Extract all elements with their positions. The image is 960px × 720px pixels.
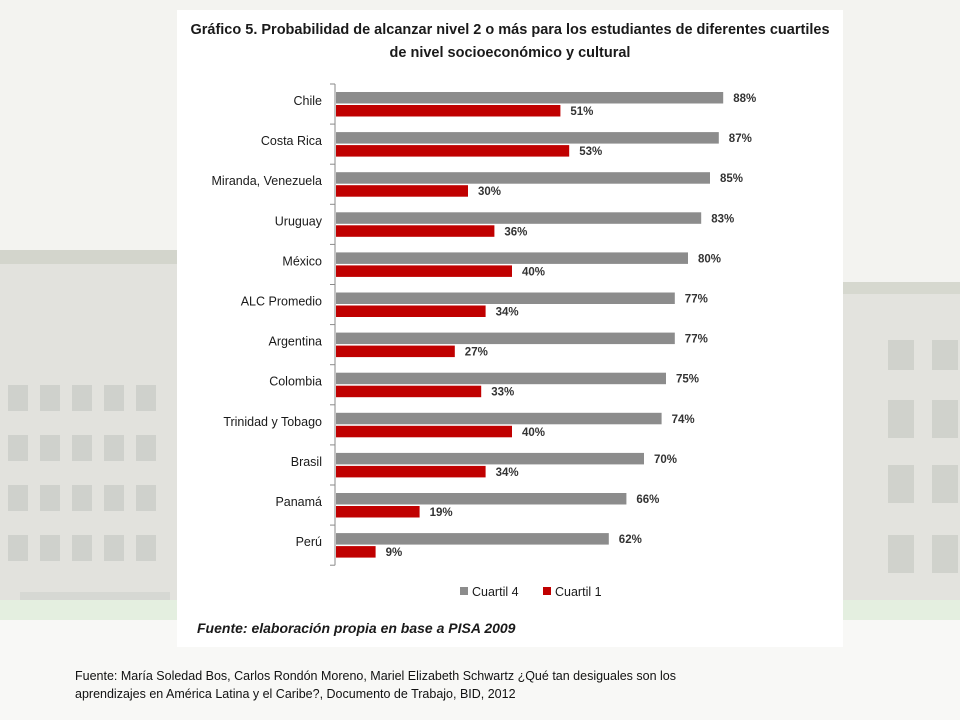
- data-label: 33%: [491, 387, 514, 399]
- bar-cuartil-1: [336, 385, 482, 398]
- data-label: 87%: [729, 133, 752, 145]
- bar-cuartil-4: [336, 92, 724, 104]
- data-label: 34%: [496, 467, 519, 479]
- legend-swatch-cuartil-4: [460, 587, 468, 595]
- bar-cuartil-4: [336, 132, 719, 144]
- data-label: 85%: [720, 173, 743, 185]
- citation-caption: Fuente: María Soledad Bos, Carlos Rondón…: [75, 667, 835, 703]
- bar-cuartil-4: [336, 292, 675, 304]
- bar-cuartil-1: [336, 465, 486, 478]
- chart-source-note: Fuente: elaboración propia en base a PIS…: [197, 620, 516, 636]
- data-label: 30%: [478, 186, 501, 198]
- data-label: 51%: [570, 106, 593, 118]
- category-label: Panamá: [275, 495, 322, 509]
- data-label: 19%: [430, 507, 453, 519]
- citation-line-2: aprendizajes en América Latina y el Cari…: [75, 687, 516, 701]
- category-label: Trinidad y Tobago: [223, 415, 322, 429]
- category-label: México: [282, 254, 322, 268]
- chart-title-line-1: Gráfico 5. Probabilidad de alcanzar nive…: [190, 22, 830, 38]
- bar-cuartil-1: [336, 305, 486, 317]
- bar-cuartil-1: [336, 185, 468, 197]
- bar-cuartil-1: [336, 225, 495, 237]
- data-label: 34%: [496, 307, 519, 319]
- data-label: 9%: [386, 547, 403, 559]
- citation-line-1: Fuente: María Soledad Bos, Carlos Rondón…: [75, 669, 677, 683]
- data-label: 83%: [711, 213, 734, 225]
- data-label: 27%: [465, 347, 488, 359]
- category-label: Chile: [294, 94, 323, 108]
- bar-cuartil-4: [336, 493, 627, 505]
- bar-cuartil-1: [336, 546, 376, 558]
- data-label: 80%: [698, 253, 721, 265]
- data-label: 77%: [685, 334, 708, 346]
- bar-cuartil-1: [336, 506, 420, 518]
- bar-chart: Chile 88% 51% Costa Rica 87% 53% Miranda, Vene…: [212, 83, 756, 599]
- category-label: Colombia: [269, 375, 322, 389]
- bar-cuartil-1: [336, 345, 455, 358]
- data-label: 74%: [672, 414, 695, 426]
- left-building: [0, 250, 180, 620]
- data-label: 75%: [676, 374, 699, 386]
- legend-swatch-cuartil-1: [543, 587, 551, 595]
- legend-label: Cuartil 4: [472, 585, 519, 599]
- category-label: Perú: [296, 535, 322, 549]
- chart-title-line-2: de nivel socioeconómico y cultural: [389, 45, 631, 61]
- bar-cuartil-1: [336, 105, 561, 117]
- bar-cuartil-4: [336, 533, 609, 545]
- category-label: Miranda, Venezuela: [212, 174, 323, 188]
- bar-cuartil-4: [336, 452, 644, 465]
- bar-cuartil-4: [336, 372, 666, 385]
- data-label: 77%: [685, 294, 708, 306]
- right-building: [843, 282, 960, 620]
- data-label: 53%: [579, 146, 602, 158]
- legend-label: Cuartil 1: [555, 585, 602, 599]
- data-label: 88%: [733, 93, 756, 105]
- data-label: 40%: [522, 427, 545, 439]
- bar-cuartil-4: [336, 172, 710, 184]
- bar-cuartil-1: [336, 145, 570, 157]
- data-label: 70%: [654, 454, 677, 466]
- category-label: ALC Promedio: [241, 295, 322, 309]
- bar-cuartil-4: [336, 252, 688, 264]
- bar-cuartil-4: [336, 332, 675, 345]
- bar-cuartil-4: [336, 212, 702, 224]
- data-label: 40%: [522, 266, 545, 278]
- bar-cuartil-1: [336, 265, 512, 277]
- data-label: 66%: [636, 494, 659, 506]
- category-label: Brasil: [291, 455, 322, 469]
- category-label: Argentina: [268, 335, 322, 349]
- data-label: 36%: [504, 226, 527, 238]
- category-label: Costa Rica: [261, 134, 322, 148]
- bar-cuartil-1: [336, 425, 512, 438]
- chart-card: Gráfico 5. Probabilidad de alcanzar nive…: [177, 10, 843, 647]
- bar-cuartil-4: [336, 412, 662, 425]
- data-label: 62%: [619, 534, 642, 546]
- category-label: Uruguay: [275, 214, 323, 228]
